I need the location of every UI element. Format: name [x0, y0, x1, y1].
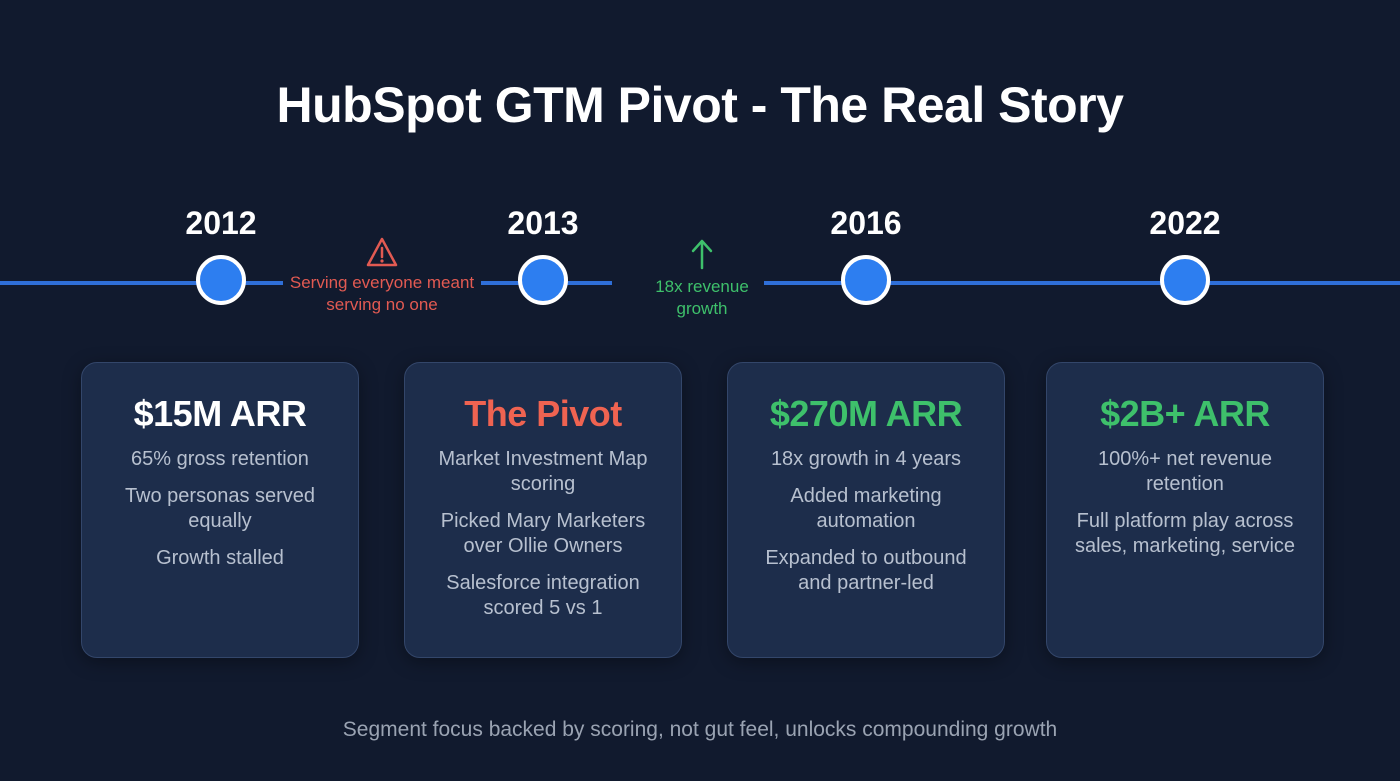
card-point: 18x growth in 4 years — [770, 448, 962, 470]
card-point: Two personas served equally — [124, 485, 316, 532]
year-label: 2013 — [507, 205, 579, 241]
footer-caption: Segment focus backed by scoring, not gut… — [342, 718, 1058, 741]
warning-text: Serving everyone meant serving no one — [289, 273, 475, 314]
timeline-node — [196, 255, 246, 305]
card-heading: The Pivot — [464, 393, 622, 434]
card-point: Growth stalled — [156, 547, 284, 569]
warning-triangle-icon — [366, 237, 398, 267]
card-heading: $2B+ ARR — [1100, 393, 1270, 434]
arrow-up-icon — [691, 239, 713, 270]
card-heading: $15M ARR — [133, 393, 307, 434]
year-label: 2012 — [185, 205, 257, 241]
card-2013: The Pivot Market Investment Map scoring … — [404, 362, 682, 658]
card-point: 100%+ net revenue retention — [1097, 448, 1273, 495]
page-title: HubSpot GTM Pivot - The Real Story — [276, 77, 1124, 133]
card-2012: $15M ARR 65% gross retention Two persona… — [81, 362, 359, 658]
growth-annotation: 18x revenue growth — [632, 238, 772, 320]
card-point: Salesforce integration scored 5 vs 1 — [446, 572, 640, 619]
timeline-gap — [612, 275, 764, 291]
timeline-node — [841, 255, 891, 305]
card-point: Picked Mary Marketers over Ollie Owners — [440, 510, 646, 557]
card-point: Added marketing automation — [790, 485, 942, 532]
growth-text: 18x revenue growth — [655, 277, 749, 318]
card-2022: $2B+ ARR 100%+ net revenue retention Ful… — [1046, 362, 1324, 658]
card-point: Market Investment Map scoring — [438, 448, 648, 495]
card-2016: $270M ARR 18x growth in 4 years Added ma… — [727, 362, 1005, 658]
year-label: 2022 — [1149, 205, 1221, 241]
card-point: 65% gross retention — [131, 448, 309, 470]
timeline-node — [518, 255, 568, 305]
timeline-gap — [283, 275, 481, 291]
card-heading: $270M ARR — [769, 393, 963, 434]
timeline-node — [1160, 255, 1210, 305]
card-point: Full platform play across sales, marketi… — [1074, 510, 1296, 557]
card-point: Expanded to outbound and partner-led — [765, 547, 967, 594]
year-label: 2016 — [830, 205, 902, 241]
warning-annotation: Serving everyone meant serving no one — [282, 236, 482, 316]
